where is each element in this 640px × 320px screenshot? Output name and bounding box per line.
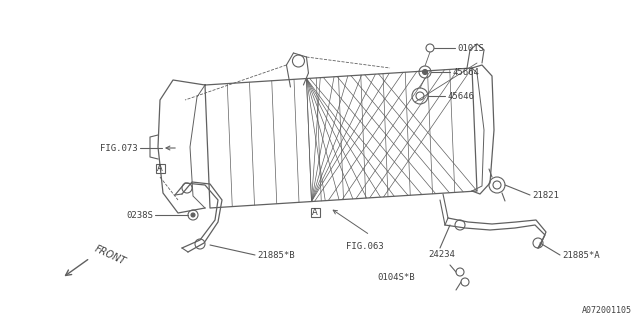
Circle shape	[422, 69, 428, 75]
Text: A: A	[157, 164, 163, 172]
Text: 24234: 24234	[429, 250, 456, 259]
Text: 21885*A: 21885*A	[562, 251, 600, 260]
Text: 0101S: 0101S	[457, 44, 484, 52]
Text: 0238S: 0238S	[126, 211, 153, 220]
Text: 45664: 45664	[452, 68, 479, 76]
Text: 45646: 45646	[447, 92, 474, 100]
Text: 21885*B: 21885*B	[257, 251, 294, 260]
Circle shape	[191, 213, 195, 217]
Text: 21821: 21821	[532, 190, 559, 199]
Text: 0104S*B: 0104S*B	[378, 274, 415, 283]
Text: A072001105: A072001105	[582, 306, 632, 315]
Text: A: A	[312, 207, 318, 217]
Text: FIG.073: FIG.073	[100, 143, 138, 153]
Text: FIG.063: FIG.063	[346, 242, 384, 251]
Text: FRONT: FRONT	[93, 244, 127, 267]
